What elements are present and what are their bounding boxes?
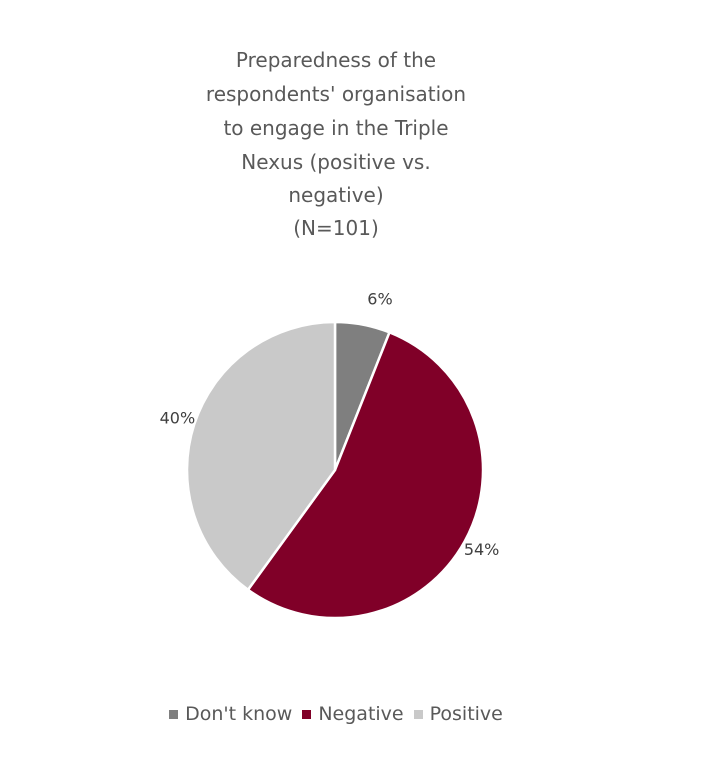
legend-label-positive: Positive: [429, 703, 503, 725]
data-label-positive: 40%: [160, 408, 196, 427]
legend-label-negative: Negative: [318, 703, 404, 725]
legend-item-negative: Negative: [302, 703, 404, 725]
data-label-negative: 54%: [464, 540, 500, 559]
legend-swatch-negative: [302, 709, 312, 719]
chart-title-line-6: (N=101): [293, 216, 379, 240]
pie-slice-positive: [185, 320, 337, 592]
chart-title-line-2: respondents' organisation: [205, 82, 467, 106]
legend: Don't know Negative Positive: [0, 703, 672, 725]
chart-title-line-5: negative): [288, 183, 384, 207]
pie-chart: 6% 54% 40%: [160, 290, 500, 620]
legend-swatch-positive: [413, 709, 423, 719]
legend-item-positive: Positive: [413, 703, 503, 725]
chart-title-line-3: to engage in the Triple: [223, 116, 449, 140]
data-label-dont-know: 6%: [367, 290, 392, 309]
chart-title-line-4: Nexus (positive vs.: [241, 150, 431, 174]
legend-label-dont-know: Don't know: [185, 703, 293, 725]
legend-item-dont-know: Don't know: [169, 703, 292, 725]
legend-swatch-dont-know: [169, 709, 179, 719]
pie-slice-negative: [246, 330, 485, 620]
chart-title-line-1: Preparedness of the: [235, 48, 437, 72]
